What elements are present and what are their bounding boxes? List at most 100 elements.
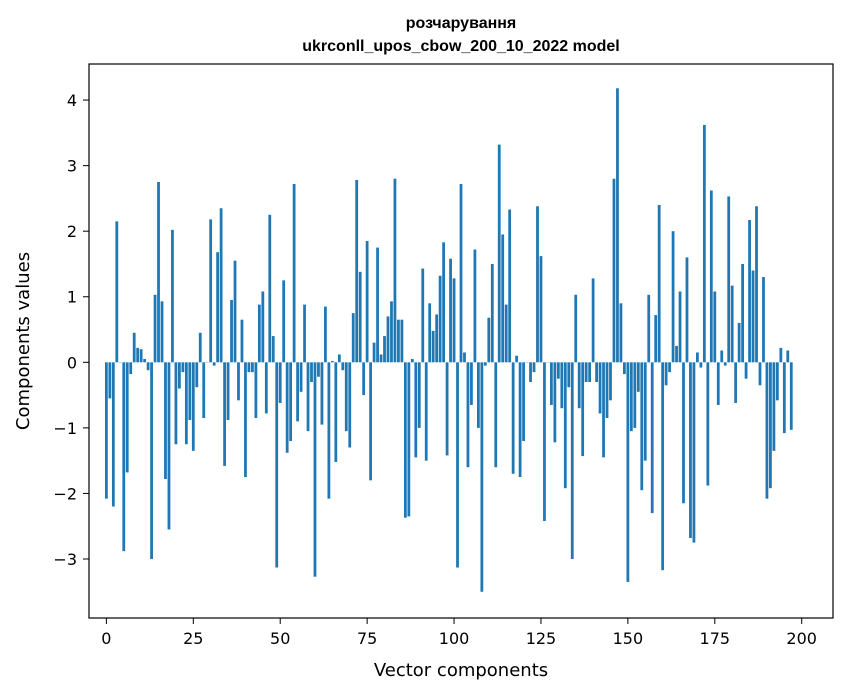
bar <box>779 347 783 363</box>
bar <box>160 301 164 363</box>
bar <box>643 362 647 461</box>
bar <box>351 313 355 363</box>
bar <box>289 362 293 441</box>
bar <box>216 252 220 363</box>
bar <box>407 362 411 517</box>
bar <box>146 362 150 371</box>
bar <box>480 362 484 592</box>
bar <box>539 256 543 363</box>
bar <box>570 362 574 559</box>
x-tick-label: 50 <box>270 629 290 648</box>
bar <box>132 332 136 363</box>
bar <box>487 317 491 363</box>
bar <box>424 362 428 461</box>
bar <box>515 355 519 363</box>
bar <box>390 301 393 363</box>
bar <box>775 362 779 401</box>
y-tick-label: −2 <box>53 484 77 503</box>
bar <box>508 209 512 363</box>
bar <box>431 330 435 363</box>
bar <box>317 362 320 377</box>
bar <box>244 362 247 478</box>
bar <box>459 183 463 363</box>
bar <box>668 362 671 373</box>
bar <box>786 350 790 363</box>
bars <box>104 88 793 592</box>
bar <box>181 362 185 373</box>
bar <box>650 362 654 514</box>
bar <box>727 196 731 363</box>
bar <box>772 362 776 451</box>
bar <box>230 300 233 363</box>
x-axis-ticks: 0 25 50 75 100 125 150 175 200 <box>101 618 817 648</box>
bar <box>428 303 432 363</box>
bar <box>341 362 345 371</box>
bar <box>178 362 181 389</box>
bar <box>136 347 140 363</box>
bar <box>581 362 585 457</box>
bar <box>483 362 487 366</box>
bar <box>602 362 605 458</box>
x-tick-label: 125 <box>526 629 557 648</box>
bar <box>626 362 630 582</box>
bar <box>758 362 762 386</box>
bar <box>104 362 108 499</box>
bar <box>195 362 199 388</box>
bar <box>657 204 661 363</box>
bar <box>522 362 525 441</box>
bar <box>299 362 303 392</box>
bar <box>689 362 692 539</box>
bar <box>685 257 689 363</box>
bar <box>379 354 383 363</box>
bar <box>609 362 612 401</box>
bar <box>209 219 213 363</box>
bar <box>678 291 682 363</box>
y-tick-label: −3 <box>53 550 77 569</box>
bar <box>164 362 167 480</box>
bar <box>188 362 192 420</box>
bar <box>518 362 522 478</box>
y-axis-ticks: −3 −2 −1 0 1 2 3 4 <box>53 91 89 569</box>
bar <box>344 362 348 432</box>
bar <box>257 304 261 363</box>
bar <box>567 362 571 388</box>
chart-title: розчарування <box>406 15 517 32</box>
bar <box>330 361 334 363</box>
bar <box>198 332 202 363</box>
bar <box>202 362 206 419</box>
bar <box>358 271 362 363</box>
bar <box>463 352 466 363</box>
bar <box>417 362 421 428</box>
bar <box>334 362 338 462</box>
bar <box>129 362 133 375</box>
bar <box>476 362 480 428</box>
bar <box>111 362 115 507</box>
bar <box>553 362 557 443</box>
bar <box>449 258 452 363</box>
bar <box>414 362 418 458</box>
bar <box>511 362 515 474</box>
bar <box>376 247 379 363</box>
x-tick-label: 25 <box>183 629 203 648</box>
y-tick-label: 4 <box>67 91 77 110</box>
bar <box>369 362 372 481</box>
bar <box>577 362 581 409</box>
bar <box>598 362 602 414</box>
bar <box>675 345 678 363</box>
bar <box>661 362 665 571</box>
bar <box>237 362 240 401</box>
bar <box>233 260 237 363</box>
y-tick-label: −1 <box>53 419 77 438</box>
x-tick-label: 75 <box>357 629 377 648</box>
x-tick-label: 150 <box>613 629 644 648</box>
bar <box>445 362 449 456</box>
bar <box>174 362 178 445</box>
bar <box>494 362 498 468</box>
bar <box>240 319 244 363</box>
bar <box>769 362 772 489</box>
bar <box>730 285 734 363</box>
bar <box>226 362 230 420</box>
bar <box>723 362 727 366</box>
bar <box>115 221 119 363</box>
bar <box>247 362 251 373</box>
